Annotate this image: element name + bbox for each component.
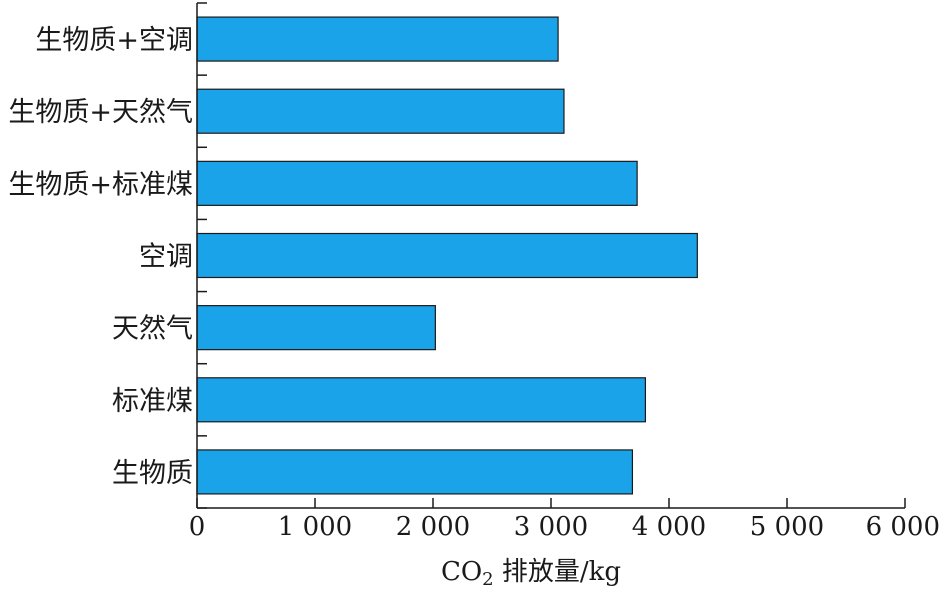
category-label-1: 生物质+天然气 [8,97,193,128]
x-axis-title-suffix: 排放量/kg [494,557,621,587]
bar-3 [196,232,698,279]
x-axis-title-subscript: 2 [482,569,493,590]
x-tick-label-4: 4 000 [632,512,706,542]
x-axis-ticks: 0 1 000 2 000 3 000 4 000 5 000 6 000 [189,498,940,542]
bar-2 [196,160,638,206]
x-axis-title-prefix: CO [441,557,482,587]
bars-group [196,16,698,495]
category-label-4: 天然气 [112,314,193,345]
x-tick-label-0: 0 [189,512,206,542]
category-label-6: 生物质 [112,458,193,489]
category-label-3: 空调 [139,242,193,273]
x-tick-label-3: 3 000 [514,512,588,542]
category-label-5: 标准煤 [112,386,193,417]
x-tick-label-2: 2 000 [396,512,470,542]
bar-1 [196,88,565,134]
x-tick-label-5: 5 000 [750,512,824,542]
category-label-2: 生物质+标准煤 [8,169,193,200]
bar-5 [196,377,646,423]
x-tick-label-6: 6 000 [866,512,940,542]
y-axis-ticks [197,2,207,509]
bar-0 [196,16,559,62]
x-axis-title: CO2 排放量/kg [441,557,621,590]
category-label-0: 生物质+空调 [35,25,193,56]
bar-4 [196,305,436,351]
bar-6 [196,449,634,495]
x-tick-label-1: 1 000 [278,512,352,542]
